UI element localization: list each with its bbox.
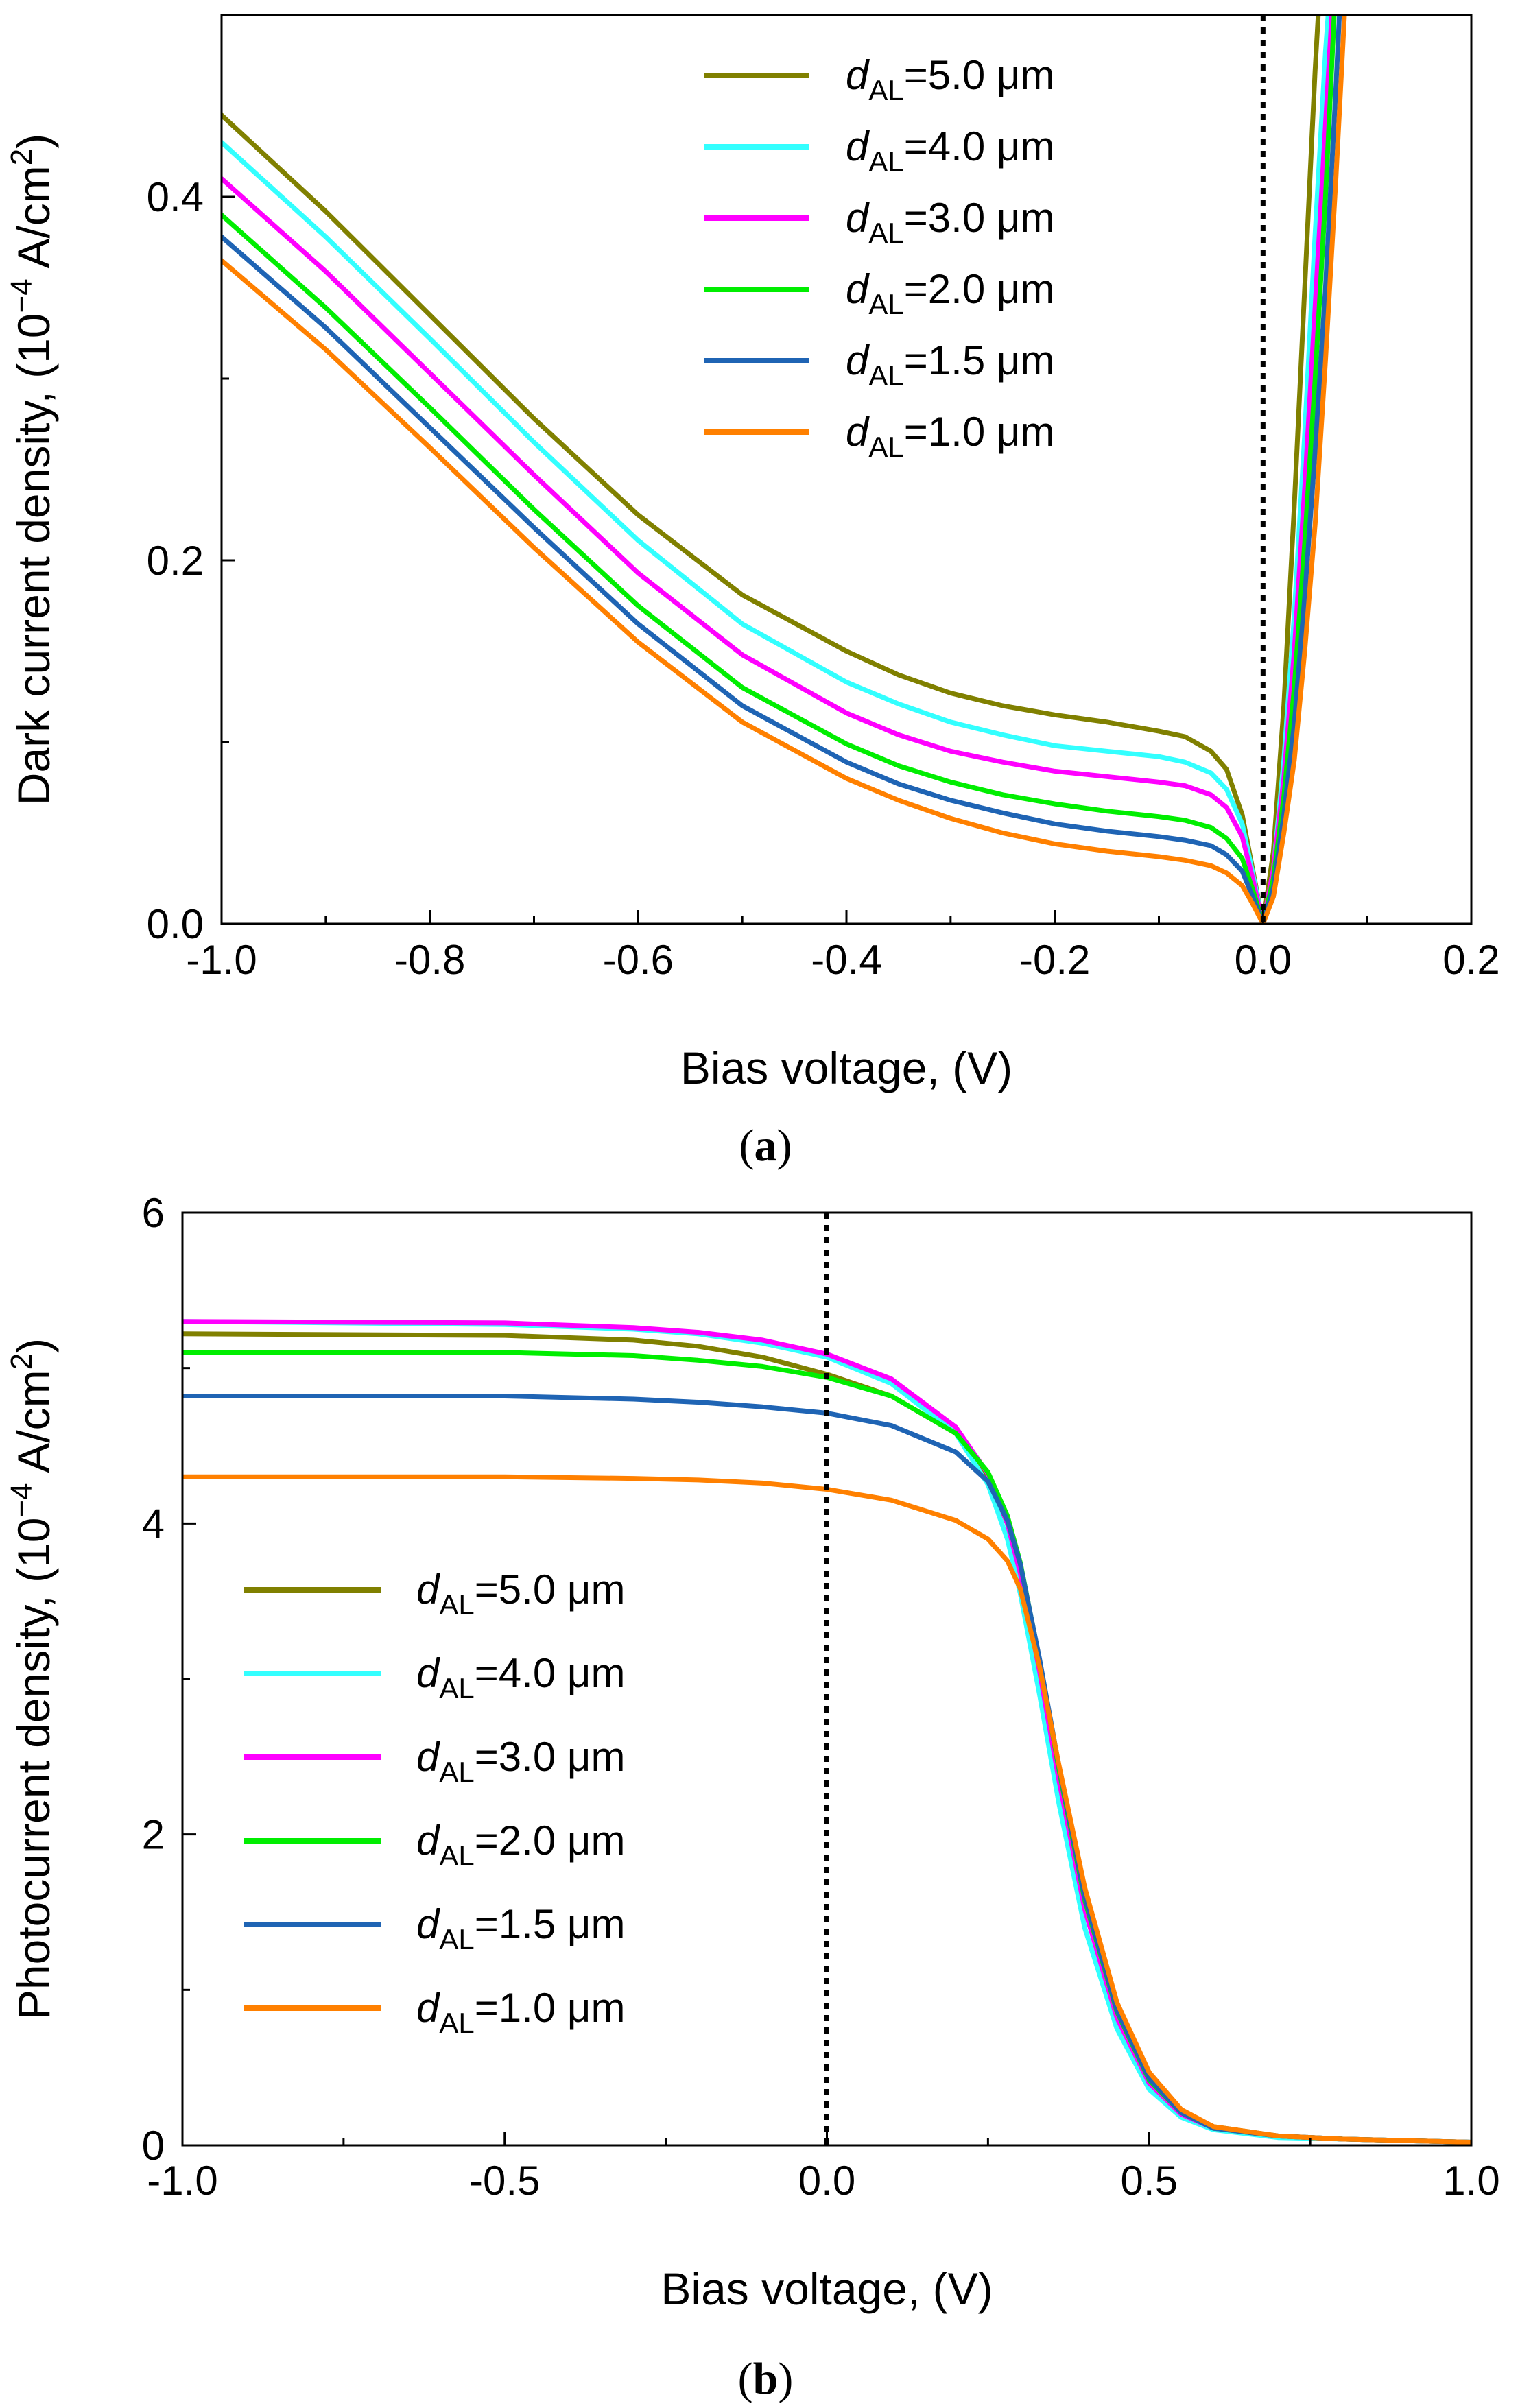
y-tick-label: 0.4: [147, 174, 204, 220]
axis-ticks: -1.0 -0.5 0.0 0.5 1.0 0 2 4 6: [142, 1190, 1500, 2204]
x-tick-label: -1.0: [186, 937, 257, 983]
y-axis-label-close: ): [8, 134, 59, 149]
x-tick-label: 0.0: [1235, 937, 1292, 983]
y-axis-label-close: ): [8, 1338, 59, 1353]
series-line-3: [222, 15, 1335, 924]
x-tick-label: 0.0: [798, 2158, 855, 2204]
x-tick-label: -0.5: [469, 2158, 540, 2204]
legend-label: dAL=1.5 μm: [846, 337, 1054, 392]
x-tick-label: -0.4: [811, 937, 881, 983]
legend: dAL=5.0 μm dAL=4.0 μm dAL=3.0 μm dAL=2.0 μm…: [704, 52, 1054, 463]
legend-label: dAL=4.0 μm: [846, 123, 1054, 178]
legend-label: dAL=1.0 μm: [416, 1985, 625, 2039]
series-group: [182, 1319, 1471, 2145]
legend-label: dAL=2.0 μm: [416, 1817, 625, 1872]
series-line-6: [222, 15, 1347, 924]
series-line-2: [222, 15, 1331, 924]
legend-label: dAL=4.0 μm: [416, 1650, 625, 1704]
y-axis-label: Photocurrent density, (10−4 A/cm2): [5, 1338, 59, 2020]
y-axis-label-exp: −4: [5, 1483, 38, 1517]
x-axis-label: Bias voltage, (V): [661, 2263, 993, 2314]
y-tick-label: 4: [142, 1501, 165, 1547]
x-tick-label: 0.5: [1121, 2158, 1178, 2204]
legend: dAL=5.0 μm dAL=4.0 μm dAL=3.0 μm dAL=2.0 μm…: [244, 1566, 625, 2039]
y-tick-label: 0.2: [147, 538, 204, 584]
y-tick-label: 6: [142, 1190, 165, 1236]
x-tick-label: -0.6: [603, 937, 674, 983]
legend-label: dAL=5.0 μm: [846, 52, 1054, 106]
y-axis-label-unit: A/cm: [8, 165, 59, 278]
x-tick-label: 1.0: [1443, 2158, 1499, 2204]
x-tick-label: -0.8: [394, 937, 465, 983]
series-line-6: [182, 1474, 1471, 2145]
series-group: [222, 15, 1347, 924]
series-line-5: [222, 15, 1342, 924]
series-line-4: [222, 15, 1337, 924]
x-axis-label: Bias voltage, (V): [680, 1042, 1012, 1093]
legend-label: dAL=1.0 μm: [846, 409, 1054, 463]
x-tick-label: -1.0: [147, 2158, 217, 2204]
y-axis-label-exp: −4: [5, 278, 38, 313]
chart-panel-b: -1.0 -0.5 0.0 0.5 1.0 0 2 4 6 dAL=5.0 μm dAL=4.0 …: [5, 1190, 1500, 2404]
x-tick-label: 0.2: [1443, 937, 1499, 983]
y-axis-label: Dark current density, (10−4 A/cm2): [5, 134, 59, 805]
legend-label: dAL=3.0 μm: [416, 1734, 625, 1788]
chart-panel-a: -1.0 -0.8 -0.6 -0.4 -0.2 0.0 0.2 0.0 0.2 0.4 dAL=…: [5, 14, 1500, 1171]
y-axis-label-unit-exp: 2: [5, 1353, 38, 1370]
legend-label: dAL=2.0 μm: [846, 266, 1054, 320]
panel-label-b: (b): [738, 2354, 794, 2404]
panel-label-a: (a): [739, 1121, 792, 1171]
y-axis-label-unit-exp: 2: [5, 149, 38, 165]
legend-label: dAL=1.5 μm: [416, 1901, 625, 1955]
legend-label: dAL=5.0 μm: [416, 1566, 625, 1621]
legend-label: dAL=3.0 μm: [846, 195, 1054, 249]
series-line-1: [222, 15, 1321, 924]
y-tick-label: 2: [142, 1812, 165, 1858]
axis-ticks: -1.0 -0.8 -0.6 -0.4 -0.2 0.0 0.2 0.0 0.2 0.4: [147, 14, 1500, 983]
y-tick-label: 0.0: [147, 901, 204, 947]
y-tick-label: 0: [142, 2123, 165, 2169]
x-tick-label: -0.2: [1019, 937, 1090, 983]
y-axis-label-unit: A/cm: [8, 1370, 59, 1483]
